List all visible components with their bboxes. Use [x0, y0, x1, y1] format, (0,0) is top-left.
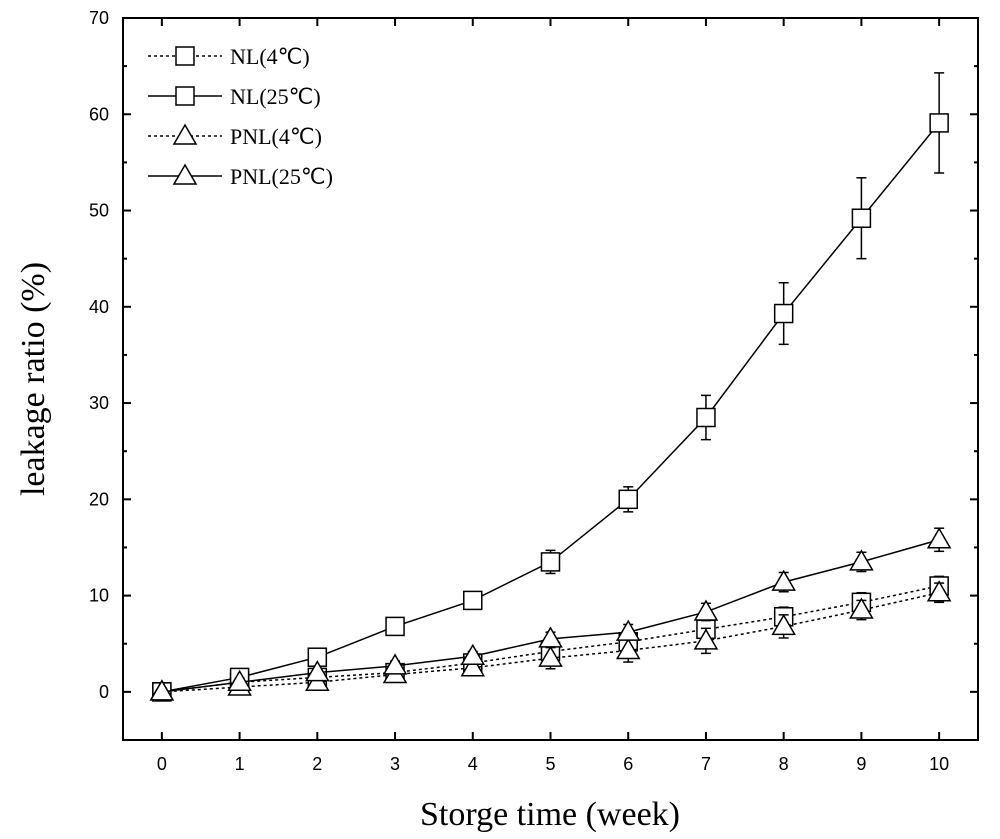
series-line: [162, 123, 939, 692]
y-axis-title: leakage ratio (%): [15, 262, 52, 496]
legend-label: PNL(25℃): [230, 164, 333, 189]
data-point-triangle-marker: [928, 529, 950, 548]
data-point-square-marker: [386, 617, 404, 635]
x-tick-label: 0: [157, 754, 167, 774]
x-tick-label: 4: [468, 754, 478, 774]
data-point-square-marker: [852, 209, 870, 227]
x-tick-label: 2: [312, 754, 322, 774]
data-point-square-marker: [542, 553, 560, 571]
legend: NL(4℃) NL(25℃) PNL(4℃) PNL(25℃): [148, 44, 333, 189]
x-tick-label: 1: [235, 754, 245, 774]
y-tick-label: 40: [89, 297, 109, 317]
data-point-triangle-marker: [540, 628, 562, 647]
data-point-square-marker: [464, 591, 482, 609]
data-point-square-marker: [697, 409, 715, 427]
legend-label: NL(4℃): [230, 44, 310, 69]
y-tick-label: 60: [89, 104, 109, 124]
x-tick-label: 3: [390, 754, 400, 774]
legend-square-marker: [176, 47, 194, 65]
legend-label: NL(25℃): [230, 84, 321, 109]
data-point-square-marker: [930, 114, 948, 132]
y-tick-label: 50: [89, 201, 109, 221]
axis-ticks: 0 1 2 3 4 5 6 7 8 9 10 0 10 20 30 40 50 60 70: [89, 8, 978, 774]
x-tick-label: 8: [779, 754, 789, 774]
legend-entry: PNL(25℃): [148, 164, 333, 189]
x-axis-title: Storge time (week): [420, 796, 680, 833]
y-tick-label: 30: [89, 393, 109, 413]
data-point-square-marker: [619, 490, 637, 508]
data-point-triangle-marker: [695, 601, 717, 620]
legend-triangle-marker: [174, 125, 196, 144]
y-tick-label: 10: [89, 586, 109, 606]
y-tick-label: 20: [89, 489, 109, 509]
legend-triangle-marker: [174, 165, 196, 184]
x-tick-label: 5: [545, 754, 555, 774]
legend-entry: NL(25℃): [148, 84, 321, 109]
legend-entry: NL(4℃): [148, 44, 310, 69]
legend-square-marker: [176, 87, 194, 105]
x-tick-label: 6: [623, 754, 633, 774]
legend-entry: PNL(4℃): [148, 124, 322, 149]
x-tick-label: 9: [856, 754, 866, 774]
legend-label: PNL(4℃): [230, 124, 322, 149]
y-tick-label: 0: [99, 682, 109, 702]
data-point-square-marker: [775, 305, 793, 323]
y-tick-label: 70: [89, 8, 109, 28]
x-tick-label: 10: [929, 754, 949, 774]
x-tick-label: 7: [701, 754, 711, 774]
